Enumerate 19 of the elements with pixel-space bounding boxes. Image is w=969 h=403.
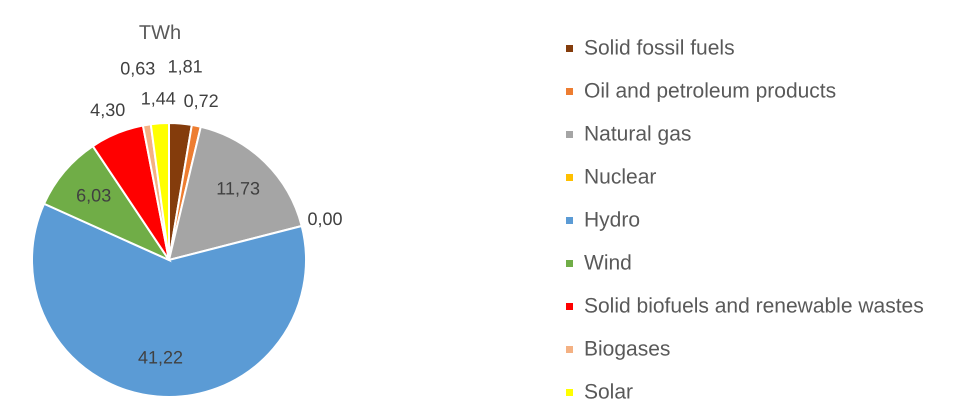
data-label: 11,73 [216,178,260,199]
legend-label: Natural gas [584,122,692,146]
legend-label: Solid fossil fuels [584,36,735,60]
legend-label: Nuclear [584,166,656,188]
legend-label: Solid biofuels and renewable wastes [584,294,924,318]
data-label: 6,03 [76,185,112,206]
legend-label: Solar [584,380,634,403]
data-label: 0,63 [120,58,156,79]
text: 0,00 [307,209,342,230]
data-label: 1,81 [168,56,203,77]
legend-label: Hydro [584,208,640,232]
chart-title: TWh [138,22,182,44]
data-label: 4,30 [90,100,126,120]
data-label: 1,44 [140,88,176,108]
legend-label: Oil and petroleum products [584,80,836,102]
data-label: 0,72 [184,91,219,112]
data-label: 41,22 [138,347,184,368]
legend-label: Biogases [584,338,670,360]
legend-label: Wind [584,252,632,274]
